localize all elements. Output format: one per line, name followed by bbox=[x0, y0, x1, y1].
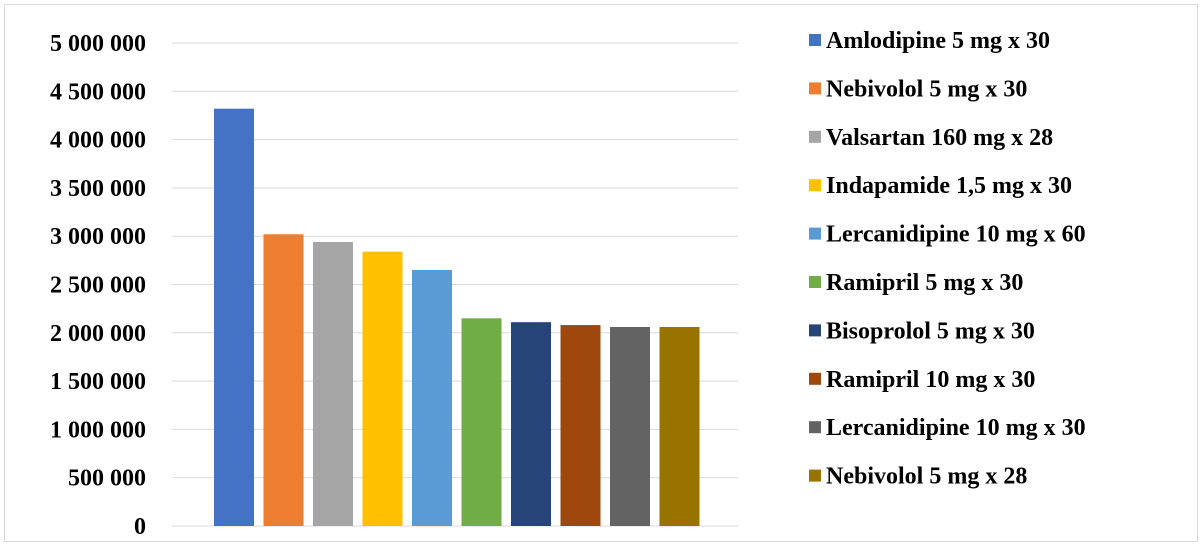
chart-frame: 0 500 000 1 000 000 1 500 000 2 000 000 2 500… bbox=[4, 4, 1198, 542]
bar bbox=[313, 241, 353, 526]
legend-label: Nebivolol 5 mg x 28 bbox=[826, 464, 1027, 490]
legend-swatch bbox=[809, 469, 821, 482]
legend-swatch bbox=[809, 421, 821, 434]
bar bbox=[659, 327, 700, 526]
bar bbox=[362, 251, 403, 526]
gridlines bbox=[172, 42, 738, 527]
y-tick-label: 2 000 000 bbox=[50, 321, 146, 347]
legend-label: Indapamide 1,5 mg x 30 bbox=[826, 173, 1072, 199]
legend-label: Nebivolol 5 mg x 30 bbox=[826, 76, 1027, 102]
bar-chart: 0 500 000 1 000 000 1 500 000 2 000 000 2 500… bbox=[50, 28, 1086, 540]
y-tick-label: 1 000 000 bbox=[50, 417, 146, 443]
legend-label: Ramipril 5 mg x 30 bbox=[826, 270, 1023, 296]
legend-swatch bbox=[809, 34, 821, 46]
y-tick-label: 3 500 000 bbox=[50, 176, 146, 202]
legend-swatch bbox=[809, 324, 821, 337]
legend-label: Amlodipine 5 mg x 30 bbox=[826, 28, 1050, 54]
y-tick-label: 4 000 000 bbox=[50, 128, 146, 154]
bar bbox=[461, 318, 502, 526]
bar bbox=[263, 234, 304, 526]
legend-swatch bbox=[809, 372, 821, 385]
y-tick-label: 0 bbox=[134, 514, 146, 540]
y-axis-tick-labels: 0 500 000 1 000 000 1 500 000 2 000 000 2 500… bbox=[50, 31, 146, 540]
bar bbox=[511, 322, 551, 526]
bar bbox=[412, 270, 452, 526]
legend-label: Bisoprolol 5 mg x 30 bbox=[826, 318, 1035, 344]
y-tick-label: 3 000 000 bbox=[50, 224, 146, 250]
legend-swatch bbox=[809, 130, 821, 143]
legend-label: Lercanidipine 10 mg x 30 bbox=[826, 415, 1086, 441]
bars bbox=[214, 108, 700, 527]
legend-swatch bbox=[809, 227, 821, 240]
y-tick-label: 1 500 000 bbox=[50, 369, 146, 395]
bar bbox=[560, 325, 601, 526]
y-tick-label: 4 500 000 bbox=[50, 79, 146, 105]
legend-swatch bbox=[809, 179, 821, 192]
y-tick-label: 500 000 bbox=[68, 466, 146, 492]
legend-swatch bbox=[809, 82, 821, 95]
legend-swatch bbox=[809, 276, 821, 288]
y-tick-label: 2 500 000 bbox=[50, 273, 146, 299]
legend-label: Lercanidipine 10 mg x 60 bbox=[826, 222, 1086, 248]
legend-label: Valsartan 160 mg x 28 bbox=[826, 125, 1053, 151]
y-tick-label: 5 000 000 bbox=[50, 31, 146, 57]
legend-label: Ramipril 10 mg x 30 bbox=[826, 367, 1035, 393]
bar bbox=[610, 327, 650, 526]
legend: Amlodipine 5 mg x 30 Nebivolol 5 mg x 30 V… bbox=[809, 28, 1086, 490]
bar bbox=[214, 108, 254, 527]
